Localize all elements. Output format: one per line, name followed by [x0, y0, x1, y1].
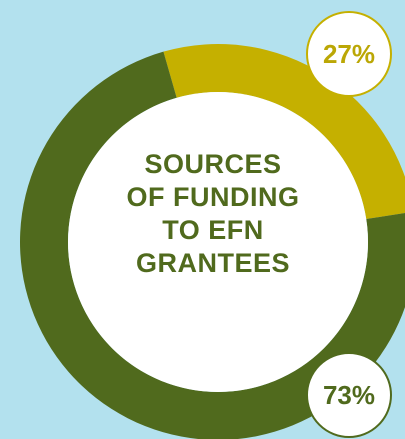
slice-label-27: 27%	[306, 11, 392, 97]
title-line-4: GRANTEES	[135, 248, 291, 278]
title-line-3: TO EFN	[162, 215, 264, 245]
title-line-1: SOURCES	[144, 149, 282, 179]
chart-title: SOURCES OF FUNDING TO EFN GRANTEES	[95, 148, 331, 280]
title-line-2: OF FUNDING	[126, 182, 300, 212]
donut-slice-27	[163, 44, 405, 220]
donut-center	[68, 92, 368, 392]
slice-label-73: 73%	[306, 352, 392, 438]
